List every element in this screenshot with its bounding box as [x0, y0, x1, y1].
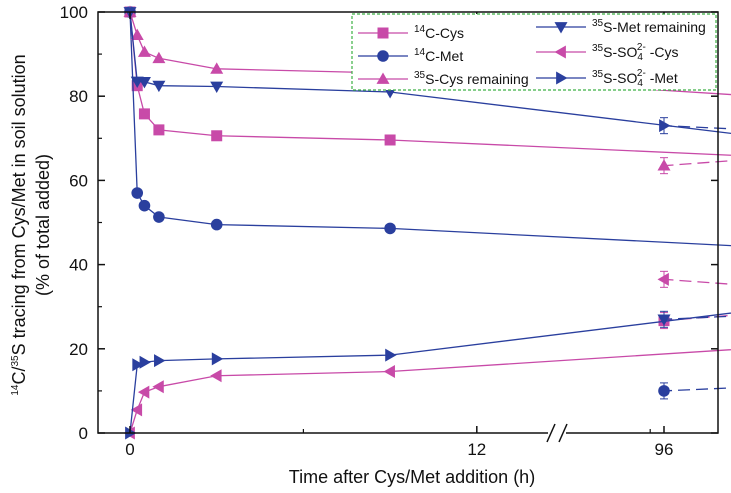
data-point: [137, 77, 151, 89]
data-point: [137, 45, 151, 57]
data-point: [152, 380, 164, 394]
y-tick-label: 40: [69, 256, 88, 275]
legend-label-charge: 2-: [637, 68, 646, 79]
legend-marker: [554, 45, 566, 59]
legend-marker: [556, 71, 568, 85]
legend-marker: [376, 72, 390, 84]
y-tick-label: 0: [79, 424, 88, 443]
y-tick-label: 100: [60, 3, 88, 22]
data-point: [152, 51, 166, 64]
data-point: [658, 385, 670, 397]
legend-item-2: 35S-Cys remaining: [358, 70, 529, 87]
legend-label-base: C-Cys: [425, 25, 464, 41]
data-point: [211, 352, 224, 366]
series-layer: [123, 5, 731, 440]
data-point: [131, 187, 144, 199]
series-line-dashed: [663, 387, 731, 392]
x-tick-label: 0: [125, 440, 134, 459]
data-point: [657, 314, 671, 326]
legend-label-sub: 4: [637, 52, 643, 63]
legend-item-1: 14C-Met: [358, 47, 463, 64]
y-axis-label: 14C/35S tracing from Cys/Met in soil sol…: [9, 54, 29, 395]
data-point: [659, 119, 671, 133]
data-point: [130, 403, 143, 417]
data-point: [211, 130, 223, 142]
series-line: [129, 312, 731, 434]
data-point: [385, 348, 397, 362]
legend-label-sub: 4: [637, 78, 643, 89]
data-point: [137, 385, 150, 399]
axis-break-mark: [558, 423, 568, 443]
axis-break-gap: [548, 430, 566, 436]
legend-label-sup: 14: [414, 24, 426, 35]
legend-label: 35S-SO42- -Cys: [592, 42, 679, 63]
y-axis-label-part-a: C/: [9, 367, 29, 385]
y-axis-label-part-b: S tracing from Cys/Met in soil solution: [9, 54, 29, 355]
data-point: [139, 355, 151, 369]
data-point: [383, 365, 395, 379]
axis-break-mark: [546, 423, 556, 443]
legend-label-sup: 35: [592, 18, 604, 29]
data-point: [384, 222, 396, 235]
legend-label-base: S-Met remaining: [603, 19, 706, 35]
series-line-dashed: [663, 315, 731, 320]
legend-label-sup: 35: [414, 70, 426, 81]
legend-label-base: S-Cys remaining: [425, 71, 528, 87]
legend-label-tail: -Cys: [646, 44, 679, 60]
legend-label: 35S-Met remaining: [592, 18, 706, 35]
legend-marker: [377, 50, 389, 62]
data-point: [210, 218, 223, 231]
legend-label-sup: 35: [592, 69, 604, 80]
series-line-dashed: [663, 314, 731, 322]
y-tick-label: 20: [69, 340, 88, 359]
data-point: [153, 211, 165, 223]
data-point: [210, 62, 224, 74]
legend-label: 14C-Met: [414, 47, 463, 64]
series-line: [129, 349, 731, 434]
legend-label: 35S-SO42- -Met: [592, 68, 678, 89]
legend-item-3: 35S-Met remaining: [536, 18, 706, 35]
series-line-dashed: [663, 160, 731, 167]
legend-label-tail: -Met: [646, 70, 678, 86]
data-point: [138, 108, 150, 120]
data-point: [210, 81, 224, 94]
x-tick-label: 12: [467, 440, 486, 459]
data-point: [657, 272, 669, 286]
legend-item-0: 14C-Cys: [358, 24, 464, 41]
data-point: [657, 159, 671, 171]
legend-label-sup: 35: [592, 43, 604, 54]
series-5: [125, 117, 731, 440]
legend-label-base: S-SO: [603, 70, 637, 86]
data-point: [132, 358, 144, 372]
y-axis-label-units: (% of total added): [33, 154, 53, 296]
legend-label-sup: 14: [414, 47, 426, 58]
legend-label-charge: 2-: [637, 42, 646, 53]
y-axis-label-sup-b: 35: [10, 355, 21, 367]
legend-label-base: S-SO: [603, 44, 637, 60]
data-point: [154, 354, 166, 368]
legend-marker: [377, 27, 389, 39]
data-point: [152, 80, 166, 93]
legend-label: 14C-Cys: [414, 24, 464, 41]
data-point: [130, 28, 144, 41]
data-point: [384, 134, 396, 146]
y-tick-label: 60: [69, 171, 88, 190]
legend-label: 35S-Cys remaining: [414, 70, 529, 87]
y-tick-label: 80: [69, 87, 88, 106]
axes-layer: 02040608010001224364896: [60, 3, 719, 459]
legend-box: [351, 13, 717, 91]
data-point: [210, 369, 222, 383]
legend-item-4: 35S-SO42- -Cys: [536, 42, 679, 63]
y-axis-label-sup-a: 14: [10, 384, 21, 396]
series-line-dashed: [663, 278, 731, 285]
legend-label-base: C-Met: [425, 48, 463, 64]
legend-item-5: 35S-SO42- -Met: [536, 68, 678, 89]
data-point: [138, 199, 151, 212]
data-point: [153, 124, 165, 136]
x-axis-label: Time after Cys/Met addition (h): [289, 467, 535, 487]
x-tick-label: 96: [655, 440, 674, 459]
legend-marker: [554, 22, 568, 34]
